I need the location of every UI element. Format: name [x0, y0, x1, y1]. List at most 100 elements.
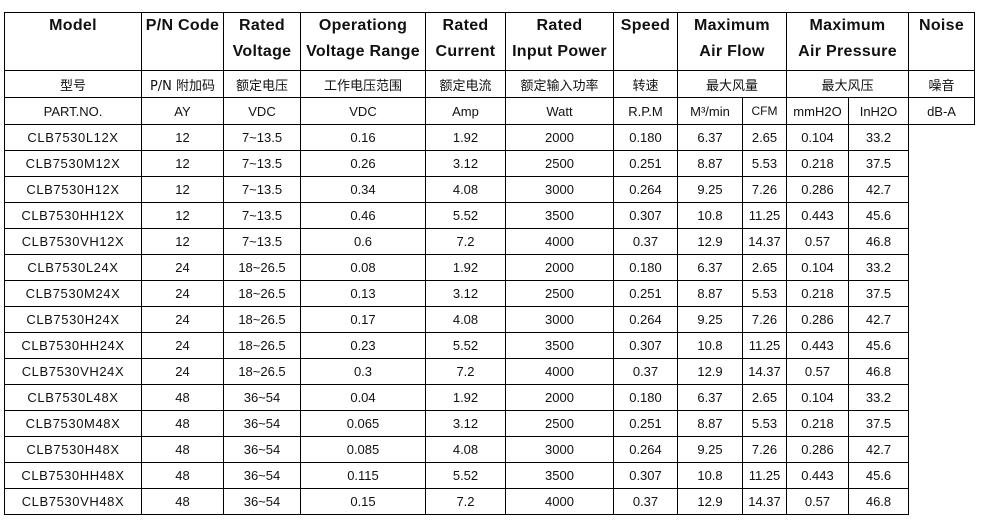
cell-model: CLB7530H12X — [4, 176, 142, 203]
cell-flow-m3: 0.251 — [613, 280, 678, 307]
cell-flow-m3: 0.37 — [613, 358, 678, 385]
cell-operating-voltage: 36~54 — [223, 410, 301, 437]
header-rated-power: Rated Input Power — [505, 12, 614, 71]
cell-rated-current: 0.3 — [300, 358, 426, 385]
cell-flow-m3: 0.37 — [613, 488, 678, 515]
cell-flow-m3: 0.264 — [613, 436, 678, 463]
cn-pn-code: P/N 附加码 — [141, 70, 224, 98]
cell-model: CLB7530VH12X — [4, 228, 142, 255]
cn-rated-power: 额定输入功率 — [505, 70, 614, 98]
cell-model: CLB7530HH24X — [4, 332, 142, 359]
header-row-english: Model P/N Code Rated Voltage Operationg … — [4, 12, 976, 71]
unit-model: PART.NO. — [4, 97, 142, 125]
cell-rated-voltage: 12 — [141, 124, 224, 151]
cell-flow-cfm: 8.87 — [677, 410, 743, 437]
cell-pressure-mmh2o: 11.25 — [742, 462, 787, 489]
cell-rated-voltage: 12 — [141, 150, 224, 177]
cell-flow-m3: 0.307 — [613, 202, 678, 229]
cell-noise: 45.6 — [847, 462, 910, 489]
cell-pressure-mmh2o: 5.53 — [742, 410, 787, 437]
pn-code-value: AY — [141, 97, 224, 125]
cell-rated-voltage: 48 — [141, 462, 224, 489]
cell-noise: 37.5 — [847, 150, 910, 177]
table-row: CLB7530VH12X 12 7~13.5 0.6 7.2 4000 0.37 12.9 14… — [4, 228, 975, 255]
table-row: CLB7530M12X 12 7~13.5 0.26 3.12 2500 0.251 8.87… — [4, 150, 975, 177]
cell-flow-m3: 0.180 — [613, 384, 678, 411]
cell-model: CLB7530M12X — [4, 150, 142, 177]
cell-noise: 42.7 — [847, 176, 910, 203]
cell-rated-power: 4.08 — [425, 436, 506, 463]
cell-rated-power: 7.2 — [425, 488, 506, 515]
cell-rated-current: 0.46 — [300, 202, 426, 229]
cell-speed: 4000 — [505, 228, 614, 255]
cell-flow-cfm: 12.9 — [677, 228, 743, 255]
cell-rated-power: 1.92 — [425, 384, 506, 411]
cell-pressure-inh2o: 0.443 — [786, 332, 849, 359]
cell-model: CLB7530M24X — [4, 280, 142, 307]
cell-pressure-mmh2o: 14.37 — [742, 228, 787, 255]
cell-operating-voltage: 36~54 — [223, 462, 301, 489]
cell-pressure-inh2o: 0.443 — [786, 202, 849, 229]
cell-rated-voltage: 24 — [141, 306, 224, 333]
cell-flow-m3: 0.264 — [613, 176, 678, 203]
cell-operating-voltage: 7~13.5 — [223, 150, 301, 177]
cell-operating-voltage: 36~54 — [223, 488, 301, 515]
cell-rated-voltage: 12 — [141, 176, 224, 203]
cell-operating-voltage: 7~13.5 — [223, 202, 301, 229]
cell-rated-voltage: 48 — [141, 488, 224, 515]
cell-operating-voltage: 18~26.5 — [223, 306, 301, 333]
cell-flow-m3: 0.180 — [613, 124, 678, 151]
cell-rated-voltage: 24 — [141, 254, 224, 281]
cell-pressure-mmh2o: 7.26 — [742, 176, 787, 203]
cell-rated-power: 5.52 — [425, 462, 506, 489]
cell-model: CLB7530M48X — [4, 410, 142, 437]
cell-flow-m3: 0.307 — [613, 332, 678, 359]
cell-operating-voltage: 36~54 — [223, 436, 301, 463]
cell-flow-cfm: 6.37 — [677, 384, 743, 411]
cell-speed: 3500 — [505, 202, 614, 229]
cell-noise: 46.8 — [847, 488, 910, 515]
cell-model: CLB7530VH48X — [4, 488, 142, 515]
cell-pressure-inh2o: 0.218 — [786, 150, 849, 177]
cell-pressure-inh2o: 0.57 — [786, 358, 849, 385]
cell-rated-current: 0.16 — [300, 124, 426, 151]
cell-flow-cfm: 6.37 — [677, 124, 743, 151]
header-row-units: PART.NO. AY VDC VDC Amp Watt R.P.M M³/mi… — [4, 97, 976, 125]
cell-pressure-mmh2o: 5.53 — [742, 150, 787, 177]
cell-noise: 37.5 — [847, 410, 910, 437]
table-row: CLB7530HH24X 24 18~26.5 0.23 5.52 3500 0.307 10… — [4, 332, 975, 359]
unit-pressure-mmh2o: mmH2O — [786, 97, 849, 125]
cn-rated-voltage: 额定电压 — [223, 70, 301, 98]
cell-operating-voltage: 7~13.5 — [223, 176, 301, 203]
header-operating-voltage-line2: Voltage Range — [306, 43, 420, 60]
table-row: CLB7530H48X 48 36~54 0.085 4.08 3000 0.264 9.25… — [4, 436, 975, 463]
cell-speed: 2000 — [505, 384, 614, 411]
cell-speed: 2500 — [505, 150, 614, 177]
cell-rated-voltage: 12 — [141, 202, 224, 229]
cell-rated-current: 0.085 — [300, 436, 426, 463]
cell-rated-power: 1.92 — [425, 254, 506, 281]
header-air-flow: Maximum Air Flow — [677, 12, 787, 71]
cell-rated-voltage: 24 — [141, 280, 224, 307]
cell-flow-cfm: 9.25 — [677, 306, 743, 333]
cell-speed: 2000 — [505, 124, 614, 151]
cell-operating-voltage: 18~26.5 — [223, 254, 301, 281]
cell-rated-current: 0.17 — [300, 306, 426, 333]
cell-speed: 2500 — [505, 280, 614, 307]
cell-rated-current: 0.08 — [300, 254, 426, 281]
cell-flow-cfm: 9.25 — [677, 176, 743, 203]
header-operating-voltage-line1: Operationg — [318, 17, 408, 34]
cell-pressure-mmh2o: 2.65 — [742, 384, 787, 411]
cell-operating-voltage: 18~26.5 — [223, 332, 301, 359]
cell-model: CLB7530VH24X — [4, 358, 142, 385]
cell-rated-power: 4.08 — [425, 306, 506, 333]
cell-flow-cfm: 9.25 — [677, 436, 743, 463]
cell-noise: 42.7 — [847, 306, 910, 333]
cell-pressure-inh2o: 0.57 — [786, 228, 849, 255]
unit-noise: dB-A — [908, 97, 976, 125]
cell-rated-voltage: 24 — [141, 332, 224, 359]
cell-speed: 3500 — [505, 332, 614, 359]
cell-noise: 33.2 — [847, 254, 910, 281]
cell-model: CLB7530H48X — [4, 436, 142, 463]
header-air-flow-line1: Maximum — [694, 17, 770, 34]
